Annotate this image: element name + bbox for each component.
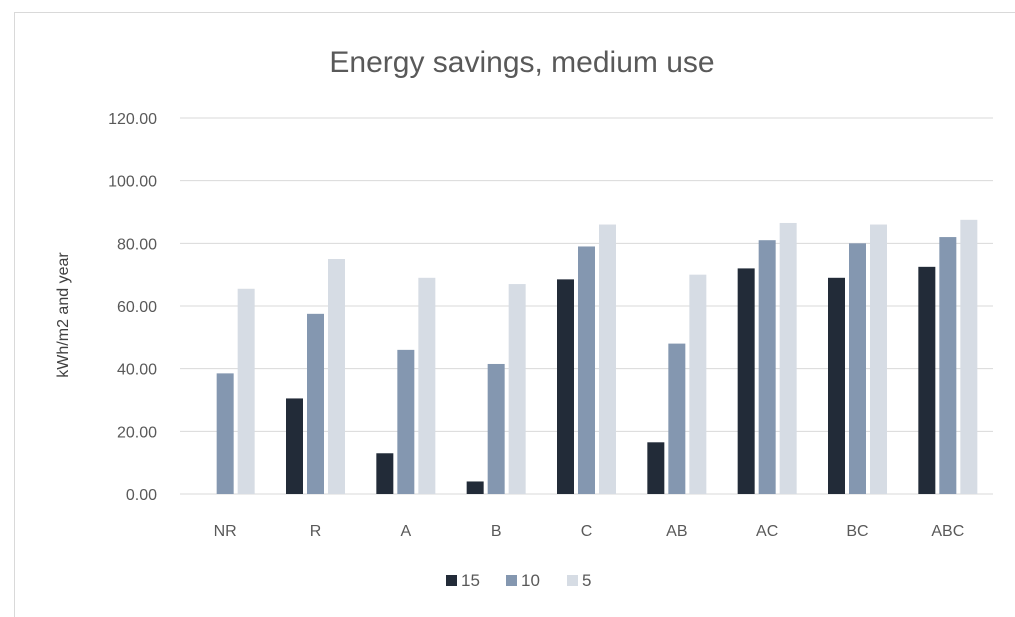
x-tick-label: R (310, 523, 322, 540)
x-tick-label: ABC (931, 523, 964, 540)
legend-label: 10 (521, 571, 540, 590)
y-tick-label: 20.00 (117, 424, 157, 441)
chart-title: Energy savings, medium use (329, 46, 714, 79)
x-tick-label: AC (756, 523, 778, 540)
x-tick-label: AB (666, 523, 687, 540)
bar-AC-5 (779, 222, 797, 494)
bar-AB-5 (689, 274, 707, 494)
bar-AC-15 (737, 268, 755, 494)
bar-A-5 (418, 277, 436, 494)
y-tick-label: 100.00 (108, 174, 157, 191)
bar-A-10 (397, 349, 415, 494)
bar-R-5 (328, 259, 345, 494)
bar-BC-10 (849, 243, 866, 494)
x-tick-label: C (581, 523, 593, 540)
bar-C-5 (599, 224, 616, 495)
x-tick-label: B (491, 523, 502, 540)
x-tick-label: A (400, 523, 411, 540)
bar-C-15 (557, 279, 574, 494)
bar-R-15 (286, 398, 303, 494)
y-tick-label: 80.00 (117, 236, 157, 253)
bar-R-10 (307, 313, 324, 494)
bar-NR-5 (237, 288, 255, 494)
x-tick-label: BC (846, 523, 868, 540)
legend-label: 15 (461, 571, 480, 590)
x-tick-labels: NR R A B C AB AC BC ABC (214, 523, 965, 540)
bar-ABC-5 (960, 219, 978, 495)
y-tick-label: 60.00 (117, 299, 157, 316)
legend-swatch-10 (506, 575, 517, 586)
y-tick-labels: 0.00 20.00 40.00 60.00 80.00 100.00 120.00 (108, 111, 157, 504)
y-tick-label: 40.00 (117, 362, 157, 379)
x-tick-label: NR (214, 523, 237, 540)
y-tick-label: 120.00 (108, 111, 157, 128)
bar-BC-5 (870, 224, 887, 495)
y-tick-label: 0.00 (126, 487, 157, 504)
bar-BC-15 (828, 277, 845, 494)
bar-C-10 (578, 246, 595, 494)
bar-A-15 (376, 453, 394, 494)
bar-NR-10 (216, 373, 234, 494)
bar-AC-10 (758, 240, 776, 494)
bar-B-10 (487, 363, 505, 494)
bar-ABC-10 (939, 237, 957, 495)
legend-swatch-15 (446, 575, 457, 586)
bar-AB-10 (668, 343, 686, 494)
bar-AB-15 (647, 442, 665, 494)
legend-swatch-5 (567, 575, 578, 586)
bar-ABC-15 (918, 266, 936, 494)
legend-label: 5 (582, 571, 591, 590)
bar-B-15 (466, 481, 484, 494)
legend: 15 10 5 (446, 571, 591, 590)
bars (216, 219, 978, 495)
bar-B-5 (508, 284, 526, 494)
y-axis-label: kWh/m2 and year (55, 252, 72, 378)
